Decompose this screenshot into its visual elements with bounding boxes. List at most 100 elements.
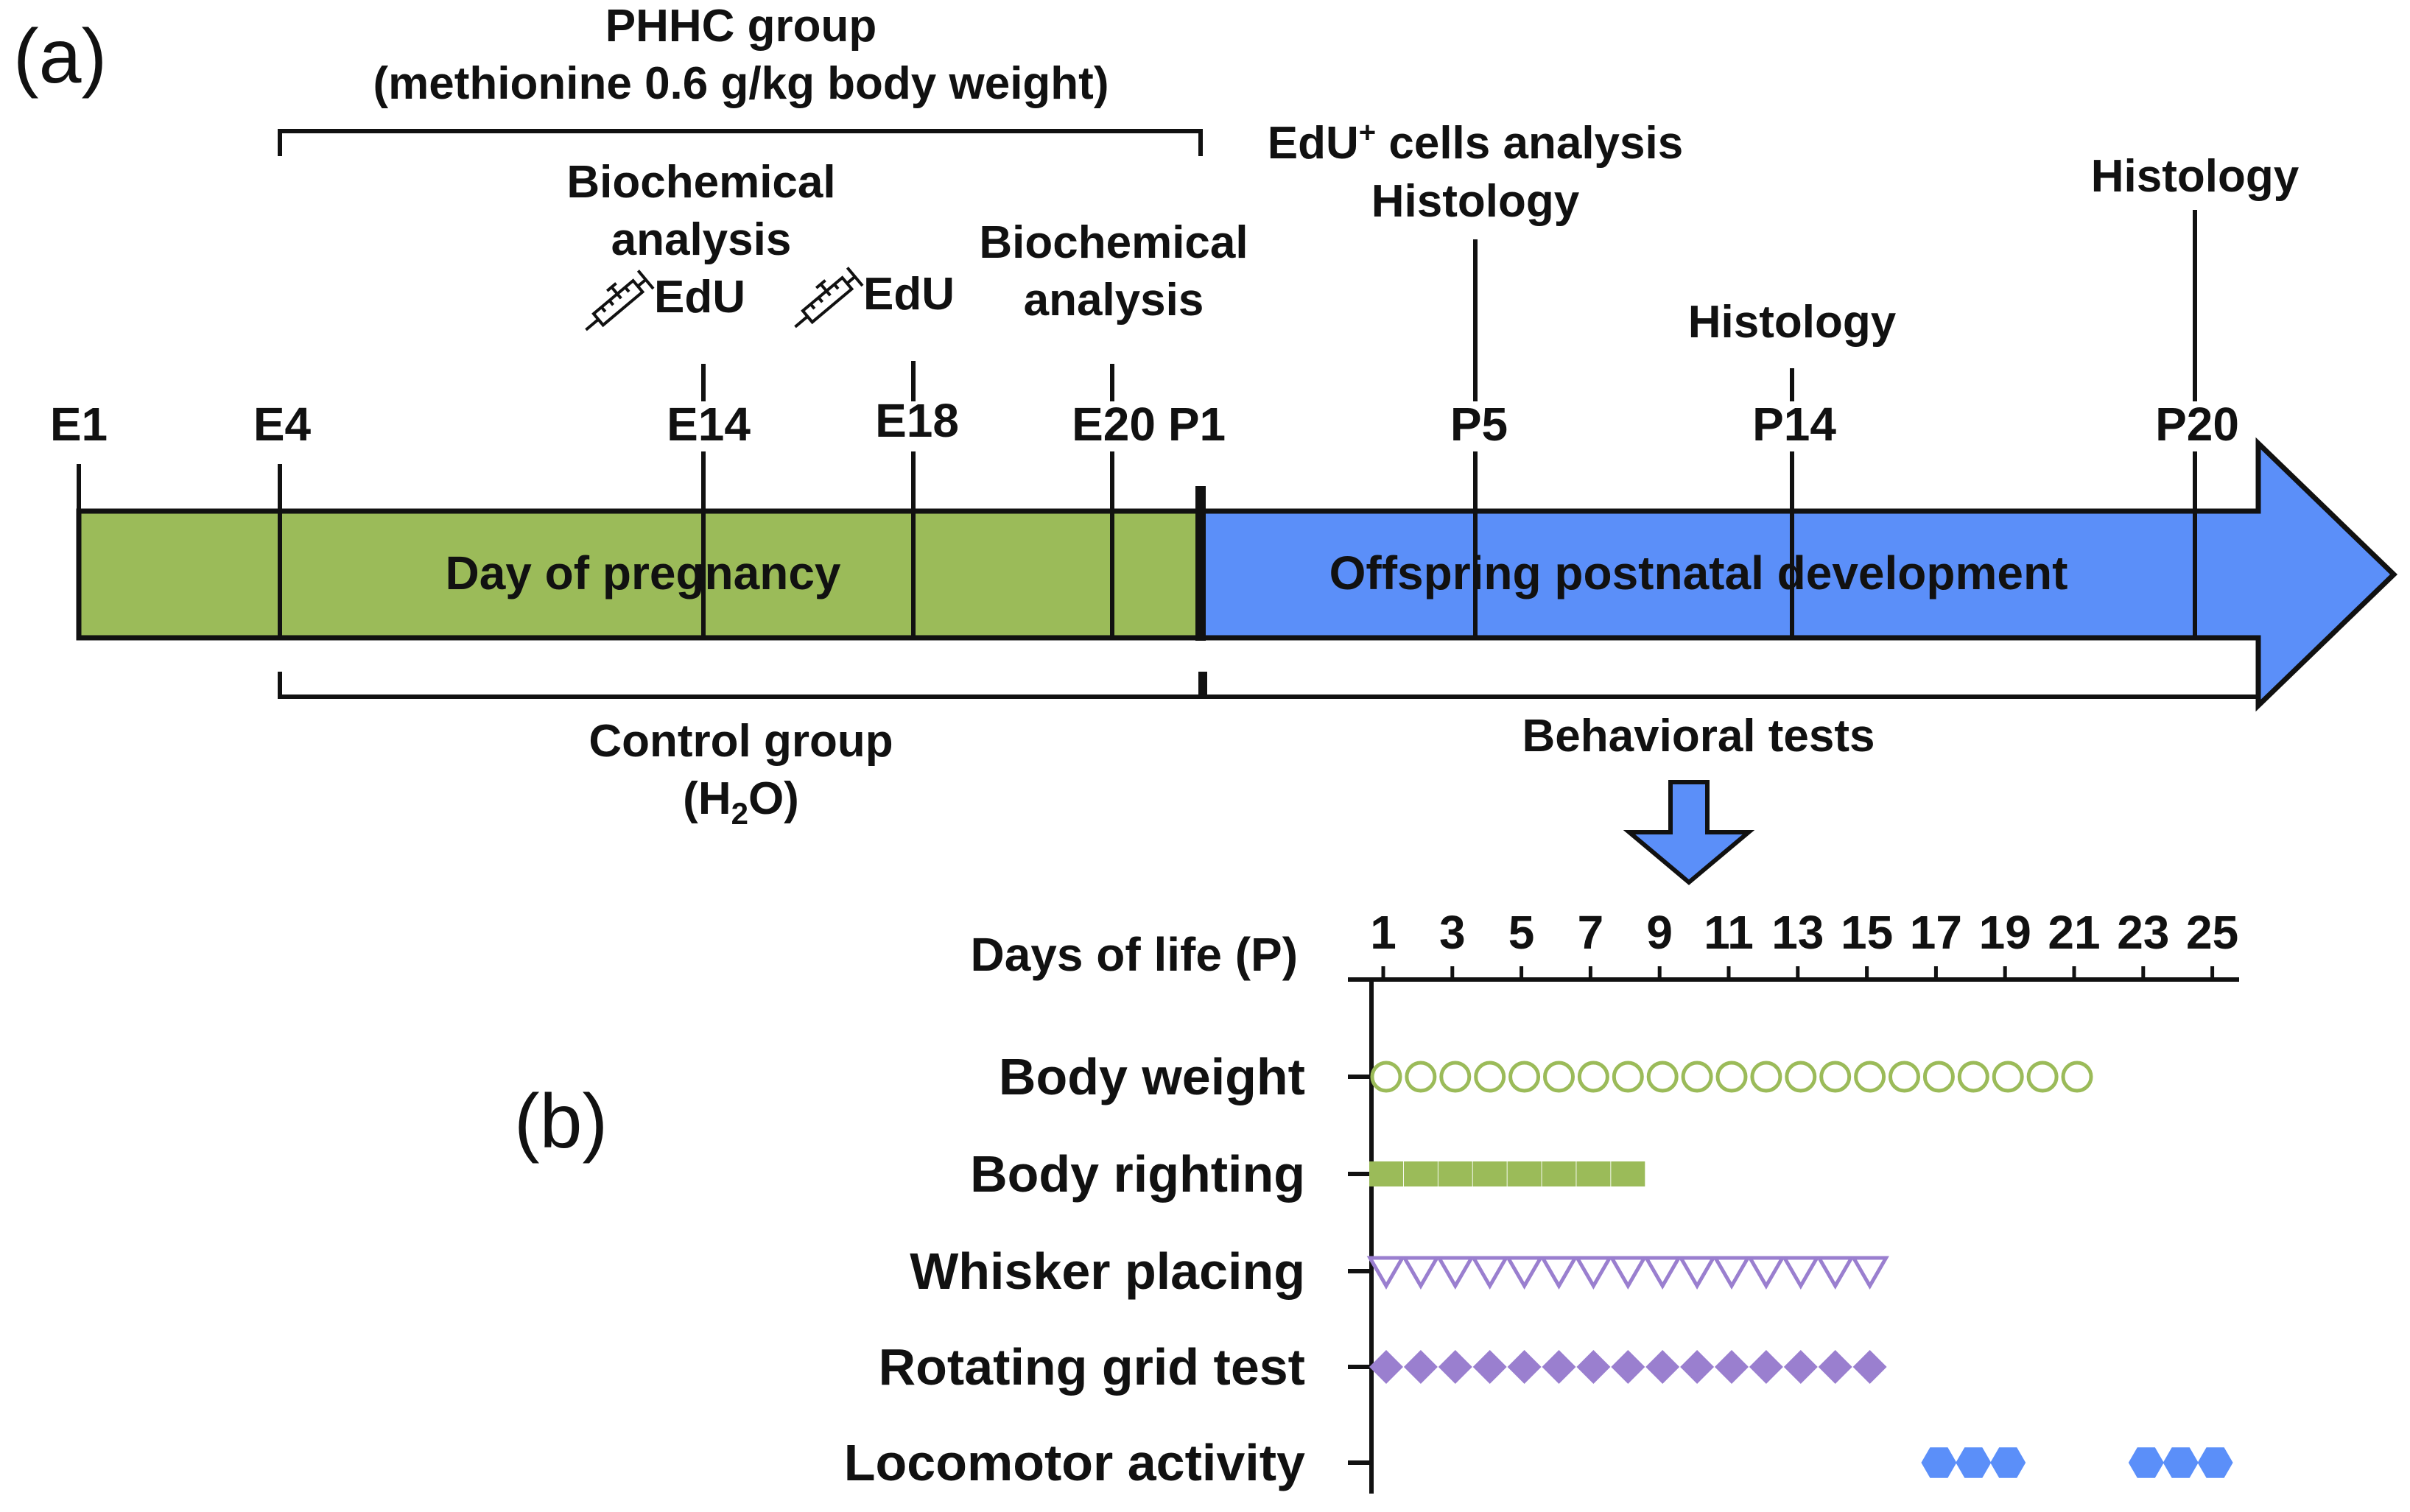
row-label: Body weight: [999, 1048, 1305, 1105]
panel-label-b: (b): [514, 1079, 608, 1164]
data-point: [1576, 1161, 1611, 1186]
tick-mask-e18: [895, 401, 932, 451]
histology-p14: Histology: [1688, 297, 1897, 348]
x-tick-label: 3: [1439, 906, 1466, 959]
data-point: [1889, 1061, 1920, 1093]
pregnancy-label: Day of pregnancy: [445, 546, 840, 599]
data-point: [1505, 1256, 1544, 1290]
data-point: [1438, 1350, 1472, 1384]
data-point: [1681, 1061, 1713, 1093]
edu-cells-sup: +: [1359, 116, 1376, 149]
data-point: [1403, 1161, 1438, 1186]
x-ticks: 1 3 5 7 9 11 13 15 17 19 21 23 25: [1370, 906, 2238, 980]
data-point: [1507, 1350, 1542, 1384]
x-tick-label: 7: [1578, 906, 1604, 959]
data-point: [1472, 1161, 1507, 1186]
edu-e18-label: EdU: [863, 269, 955, 320]
behavioral-title: Behavioral tests: [1522, 711, 1875, 762]
data-point: [1677, 1256, 1717, 1290]
tick-mask-e20: [1094, 401, 1131, 451]
tick-label-p1: P1: [1168, 398, 1226, 451]
tick-mask-p20: [2177, 401, 2213, 451]
x-tick-label: 15: [1841, 906, 1893, 959]
control-bracket: [278, 672, 1203, 699]
row-label: Body righting: [970, 1145, 1305, 1203]
data-point: [1957, 1061, 1989, 1093]
data-point: [1370, 1061, 1402, 1093]
behavioral-down-arrow: [1623, 780, 1755, 885]
behavioral-schedule-chart: Days of life (P) 1 3 5 7 9 11 13 15 17 19 21 23 25 B…: [844, 906, 2239, 1494]
x-tick-label: 23: [2117, 906, 2169, 959]
data-point: [1574, 1256, 1613, 1290]
data-point: [2128, 1447, 2164, 1478]
edu-cells-analysis: EdU+ cells analysis: [1268, 116, 1683, 169]
edu-cells-pre: EdU: [1268, 118, 1359, 169]
data-point: [1712, 1256, 1752, 1290]
row-label: Locomotor activity: [844, 1434, 1305, 1491]
data-point: [1715, 1061, 1748, 1093]
x-tick-label: 25: [2186, 906, 2238, 959]
data-point: [1539, 1256, 1578, 1290]
biochem-e14-line1: Biochemical: [566, 157, 835, 208]
data-point: [1608, 1256, 1648, 1290]
x-axis-title: Days of life (P): [970, 928, 1298, 981]
postnatal-arrow: [1198, 437, 2398, 712]
data-point: [1785, 1061, 1817, 1093]
data-point: [1956, 1447, 1992, 1478]
data-point: [1750, 1061, 1782, 1093]
control-vehicle: (H2O): [683, 773, 799, 831]
behavioral-bracket: [1203, 672, 2260, 699]
data-point: [1854, 1061, 1886, 1093]
data-point: [1816, 1256, 1855, 1290]
tick-label-e4: E4: [253, 398, 312, 451]
pregnancy-bar: [76, 508, 1204, 641]
biochem-e20-line1: Biochemical: [979, 217, 1248, 268]
control-vehicle-post: O): [748, 773, 799, 824]
tick-mask-p5: [1457, 401, 1494, 451]
row-label: Rotating grid test: [879, 1338, 1305, 1396]
data-point: [1992, 1061, 2024, 1093]
biochem-e14-line2: analysis: [611, 214, 792, 265]
data-point: [2163, 1447, 2199, 1478]
data-point: [1781, 1256, 1821, 1290]
data-point: [1542, 1350, 1576, 1384]
x-tick-label: 1: [1370, 906, 1397, 959]
phhc-title: PHHC group: [605, 1, 877, 52]
data-point: [1508, 1061, 1541, 1093]
data-point: [1403, 1350, 1438, 1384]
phhc-bracket: [278, 129, 1203, 156]
row-label: Whisker placing: [910, 1242, 1305, 1300]
x-tick-label: 13: [1771, 906, 1824, 959]
tick-label-e20: E20: [1072, 398, 1156, 451]
data-point: [1438, 1161, 1472, 1186]
series-rows: Body weight Body righting Whisker placing R…: [844, 1048, 2233, 1491]
data-point: [1542, 1161, 1576, 1186]
phhc-dose: (methionine 0.6 g/kg body weight): [373, 58, 1109, 109]
x-tick-label: 17: [1910, 906, 1962, 959]
x-tick-label: 21: [2048, 906, 2100, 959]
syringe-icon: [794, 267, 864, 328]
data-point: [1474, 1061, 1506, 1093]
tick-mask-p14: [1774, 401, 1810, 451]
data-point: [1749, 1350, 1783, 1384]
syringe-icon: [585, 270, 655, 331]
data-point: [1645, 1350, 1680, 1384]
tick-label-p20: P20: [2155, 398, 2239, 451]
data-point: [2061, 1061, 2093, 1093]
data-point: [1612, 1061, 1644, 1093]
data-point: [1819, 1061, 1852, 1093]
tick-label-masks: [685, 401, 2213, 451]
data-point: [1783, 1350, 1818, 1384]
data-point: [1921, 1447, 1957, 1478]
data-point: [1646, 1061, 1679, 1093]
data-point: [1436, 1256, 1475, 1290]
data-point: [1850, 1256, 1889, 1290]
x-tick-label: 11: [1704, 906, 1754, 959]
control-vehicle-sub: 2: [731, 796, 748, 831]
x-tick-label: 19: [1979, 906, 2031, 959]
data-point: [1472, 1350, 1507, 1384]
tick-mask-e14: [685, 401, 722, 451]
tick-label-e14: E14: [667, 398, 751, 451]
x-tick-label: 5: [1508, 906, 1535, 959]
